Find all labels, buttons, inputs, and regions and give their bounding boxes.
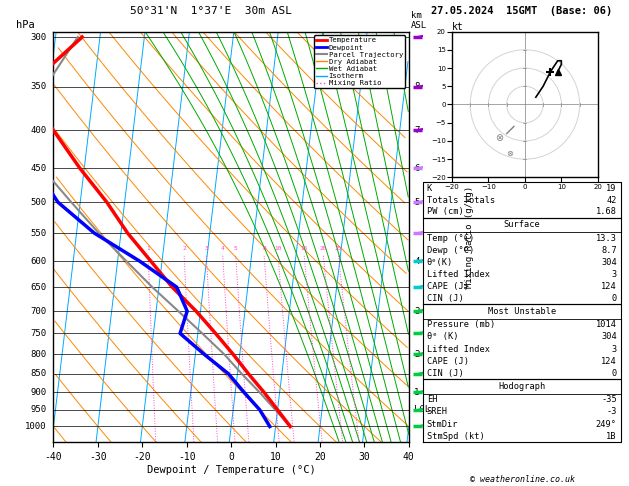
Text: 8: 8 [262, 246, 266, 251]
Text: EH: EH [426, 395, 437, 404]
Text: StmSpd (kt): StmSpd (kt) [426, 432, 484, 441]
Text: 800: 800 [31, 350, 47, 359]
Legend: Temperature, Dewpoint, Parcel Trajectory, Dry Adiabat, Wet Adiabat, Isotherm, Mi: Temperature, Dewpoint, Parcel Trajectory… [313, 35, 405, 88]
Text: 3: 3 [611, 270, 617, 279]
Text: 124: 124 [601, 282, 617, 291]
Text: K: K [426, 184, 432, 192]
Text: $\otimes$: $\otimes$ [506, 149, 515, 157]
Text: 15: 15 [301, 246, 308, 251]
Text: StmDir: StmDir [426, 419, 458, 429]
Text: Lifted Index: Lifted Index [426, 270, 489, 279]
Text: θᵉ (K): θᵉ (K) [426, 332, 458, 342]
Text: 1: 1 [414, 388, 420, 397]
Text: 42: 42 [606, 195, 617, 205]
Text: -35: -35 [601, 395, 617, 404]
Text: LCL: LCL [414, 405, 430, 415]
Text: 1.68: 1.68 [596, 208, 617, 216]
Text: 1014: 1014 [596, 320, 617, 330]
Text: 0: 0 [611, 369, 617, 378]
Text: 600: 600 [31, 257, 47, 266]
Text: 2: 2 [414, 350, 420, 359]
Text: km
ASL: km ASL [411, 11, 426, 30]
Text: 850: 850 [31, 369, 47, 379]
Text: 10: 10 [274, 246, 282, 251]
Text: 550: 550 [31, 228, 47, 238]
Text: PW (cm): PW (cm) [426, 208, 464, 216]
Text: 4: 4 [221, 246, 225, 251]
Text: 450: 450 [31, 164, 47, 173]
Text: 3: 3 [414, 307, 420, 315]
Text: kt: kt [452, 21, 464, 32]
Text: Lifted Index: Lifted Index [426, 345, 489, 353]
Text: 8: 8 [414, 83, 420, 91]
Text: 6: 6 [414, 164, 420, 173]
Text: 27.05.2024  15GMT  (Base: 06): 27.05.2024 15GMT (Base: 06) [431, 5, 613, 16]
Text: 400: 400 [31, 125, 47, 135]
Text: 0: 0 [611, 294, 617, 303]
Text: 3: 3 [611, 345, 617, 353]
Text: 500: 500 [31, 198, 47, 207]
Text: Hodograph: Hodograph [498, 382, 545, 391]
X-axis label: Dewpoint / Temperature (°C): Dewpoint / Temperature (°C) [147, 465, 316, 475]
Text: 7: 7 [414, 125, 420, 135]
Text: SREH: SREH [426, 407, 448, 417]
Text: $\otimes$: $\otimes$ [495, 132, 504, 143]
Text: Temp (°C): Temp (°C) [426, 234, 474, 243]
Text: Pressure (mb): Pressure (mb) [426, 320, 495, 330]
Text: 950: 950 [31, 405, 47, 415]
Text: 50°31'N  1°37'E  30m ASL: 50°31'N 1°37'E 30m ASL [130, 5, 292, 16]
Text: 750: 750 [31, 329, 47, 338]
Text: 5: 5 [234, 246, 238, 251]
Text: hPa: hPa [16, 20, 35, 30]
Text: 1B: 1B [606, 432, 617, 441]
Text: 700: 700 [31, 307, 47, 315]
Text: 304: 304 [601, 332, 617, 342]
Text: 900: 900 [31, 388, 47, 397]
Text: 2: 2 [182, 246, 186, 251]
Text: 124: 124 [601, 357, 617, 365]
Text: CAPE (J): CAPE (J) [426, 282, 469, 291]
Text: 25: 25 [335, 246, 342, 251]
Text: 8.7: 8.7 [601, 246, 617, 255]
Text: Dewp (°C): Dewp (°C) [426, 246, 474, 255]
Text: 3: 3 [204, 246, 208, 251]
Text: 350: 350 [31, 83, 47, 91]
Text: 19: 19 [606, 184, 617, 192]
Text: 1000: 1000 [25, 422, 47, 431]
Text: Mixing Ratio (g/kg): Mixing Ratio (g/kg) [465, 186, 474, 288]
Text: 249°: 249° [596, 419, 617, 429]
Text: CIN (J): CIN (J) [426, 369, 464, 378]
Text: 20: 20 [320, 246, 327, 251]
Text: θᵉ(K): θᵉ(K) [426, 258, 453, 267]
Text: Most Unstable: Most Unstable [487, 307, 556, 316]
Text: 5: 5 [414, 198, 420, 207]
Text: 1: 1 [147, 246, 150, 251]
Text: Surface: Surface [503, 221, 540, 229]
Text: CAPE (J): CAPE (J) [426, 357, 469, 365]
Text: 650: 650 [31, 283, 47, 292]
Text: -3: -3 [606, 407, 617, 417]
Text: © weatheronline.co.uk: © weatheronline.co.uk [470, 474, 574, 484]
Text: 304: 304 [601, 258, 617, 267]
Text: 4: 4 [414, 257, 420, 266]
Text: Totals Totals: Totals Totals [426, 195, 495, 205]
Text: 13.3: 13.3 [596, 234, 617, 243]
Text: CIN (J): CIN (J) [426, 294, 464, 303]
Text: 300: 300 [31, 33, 47, 41]
